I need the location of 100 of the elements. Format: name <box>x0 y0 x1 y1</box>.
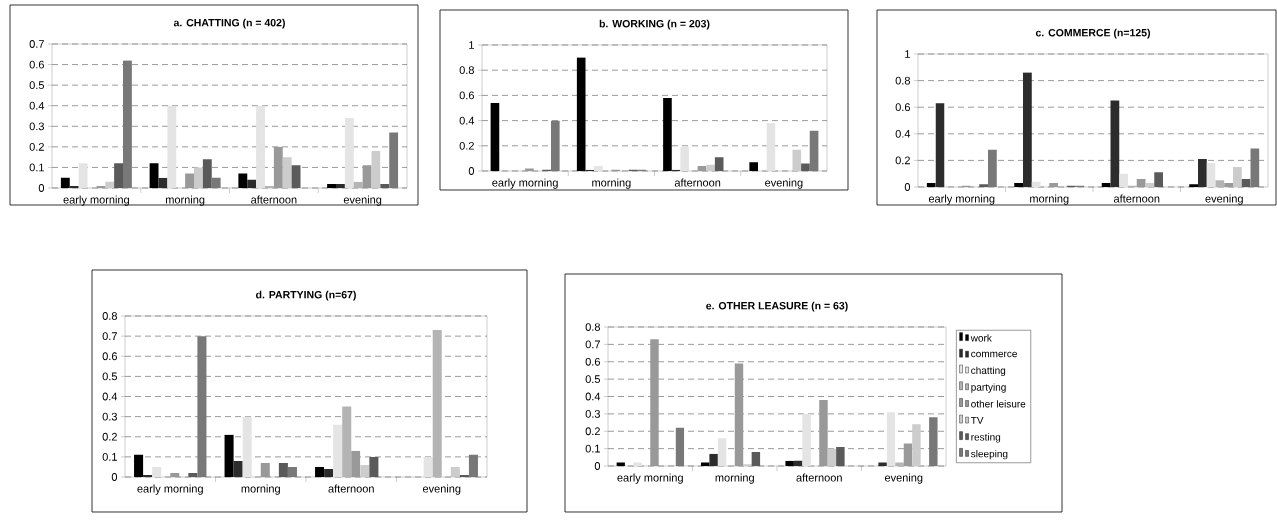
y-tick-label: 0.1 <box>102 452 117 461</box>
y-tick-label: 0 <box>468 167 475 175</box>
x-tick-label: morning <box>165 195 205 206</box>
y-tick-label: 0.6 <box>102 352 117 361</box>
x-tick-label: evening <box>884 473 923 484</box>
bar <box>1119 173 1129 187</box>
y-tick-label: 0.5 <box>585 375 600 384</box>
bar <box>265 185 274 188</box>
legend-label: resting <box>971 433 1001 443</box>
y-tick-label: 0.2 <box>459 141 474 150</box>
bar <box>369 456 379 477</box>
bar <box>105 181 115 188</box>
bar <box>324 468 334 477</box>
x-tick-label: afternoon <box>1113 194 1160 203</box>
bar <box>1101 183 1111 187</box>
bar <box>792 149 802 171</box>
y-tick-label: 0.8 <box>459 66 474 75</box>
bar <box>706 164 715 171</box>
bar <box>149 163 159 188</box>
y-tick-label: 1 <box>469 41 474 49</box>
x-tick-label: morning <box>715 473 754 484</box>
bar <box>351 450 361 477</box>
y-tick-label: 0.6 <box>29 60 44 69</box>
bar <box>1145 183 1155 187</box>
bar <box>802 413 811 466</box>
x-tick-label: early morning <box>617 473 683 484</box>
bar <box>1233 167 1242 187</box>
bar <box>709 453 718 466</box>
x-tick-label: early morning <box>63 195 129 206</box>
bar <box>170 472 180 477</box>
bar <box>238 173 248 188</box>
bar <box>785 460 794 466</box>
bar <box>194 167 203 188</box>
chart-title: e. OTHER LEASURE (n = 63) <box>706 301 848 312</box>
bar <box>1206 163 1216 187</box>
bar <box>1049 183 1059 187</box>
y-tick-label: 0.4 <box>459 116 475 125</box>
y-tick-label: 0.5 <box>102 372 117 381</box>
bar <box>935 103 945 187</box>
bar <box>380 183 390 188</box>
y-tick-label: 0.7 <box>585 340 600 349</box>
y-tick-label: 0.3 <box>585 410 600 418</box>
bar <box>342 406 352 477</box>
bar <box>878 462 887 466</box>
bar <box>926 183 936 187</box>
x-tick-label: early morning <box>137 484 203 495</box>
bar <box>333 424 343 477</box>
y-tick-label: 0.2 <box>29 142 44 151</box>
bar <box>766 123 776 171</box>
bar <box>1215 180 1225 187</box>
x-tick-label: evening <box>422 484 461 495</box>
bar <box>594 165 603 171</box>
bar <box>459 474 469 477</box>
x-tick-label: morning <box>592 178 631 189</box>
chart-title: b. WORKING (n = 203) <box>599 19 710 30</box>
y-tick-label: 0.8 <box>585 323 600 331</box>
bar <box>633 462 642 466</box>
y-tick-label: 0.6 <box>459 91 474 100</box>
y-tick-label: 0.8 <box>895 76 910 85</box>
y-tick-label: 0.2 <box>585 427 600 436</box>
y-tick-label: 0.1 <box>585 444 600 453</box>
bar <box>1224 183 1234 187</box>
x-tick-label: early morning <box>492 178 558 189</box>
bar <box>1110 100 1120 187</box>
x-tick-label: morning <box>241 484 280 495</box>
bar <box>793 460 803 466</box>
bar <box>819 399 828 466</box>
bar <box>315 466 325 477</box>
x-tick-label: evening <box>765 178 803 189</box>
chart-title: a. CHATTING (n = 402) <box>173 18 285 29</box>
bar <box>202 159 212 188</box>
bar <box>450 466 460 477</box>
bar <box>282 157 292 188</box>
y-tick-label: 0.8 <box>102 312 117 320</box>
bar <box>185 173 194 188</box>
y-tick-label: 0.6 <box>895 103 910 112</box>
legend-label: TV <box>970 416 984 424</box>
x-tick-label: afternoon <box>796 473 842 482</box>
bar <box>1189 184 1199 187</box>
bar <box>114 163 123 188</box>
y-tick-label: 0.4 <box>895 129 911 138</box>
bar <box>886 412 896 466</box>
bar <box>432 330 442 477</box>
x-tick-label: evening <box>343 195 382 206</box>
bar <box>278 462 288 477</box>
bar <box>680 147 689 171</box>
bar <box>362 165 372 188</box>
bar <box>336 183 345 188</box>
x-tick-label: evening <box>1205 194 1243 205</box>
bar <box>903 443 913 466</box>
bar <box>836 446 845 466</box>
y-tick-label: 0.7 <box>29 40 44 48</box>
bar <box>1154 172 1164 187</box>
bar <box>749 162 758 171</box>
bar <box>1136 179 1146 187</box>
bar <box>895 462 904 466</box>
y-tick-label: 1 <box>905 50 910 58</box>
y-tick-label: 0.4 <box>585 392 601 401</box>
bar <box>1023 72 1032 187</box>
bar <box>291 165 301 188</box>
